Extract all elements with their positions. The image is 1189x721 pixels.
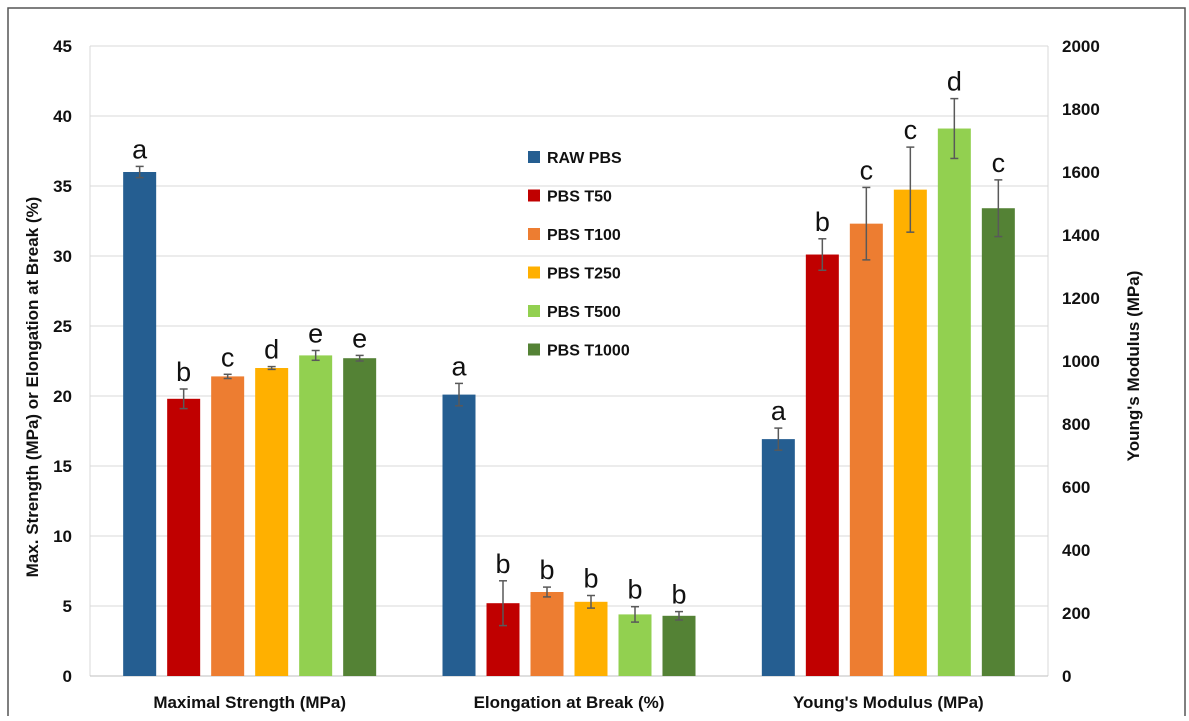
bar xyxy=(849,223,883,676)
bar xyxy=(893,189,927,676)
significance-letter: c xyxy=(992,148,1006,178)
significance-letter: b xyxy=(176,357,191,387)
significance-letter: b xyxy=(627,575,642,605)
bar xyxy=(211,376,245,676)
left-tick-label: 10 xyxy=(53,527,72,546)
right-tick-label: 2000 xyxy=(1062,37,1100,56)
legend: RAW PBS PBS T50 PBS T100 PBS T250 PBS T500 PB… xyxy=(528,150,630,360)
bar xyxy=(574,601,608,676)
left-tick-label: 25 xyxy=(53,317,72,336)
gridlines xyxy=(89,45,1049,677)
left-axis-title: Max. Strength (MPa) or Elongation at Bre… xyxy=(23,197,42,578)
right-tick-label: 1600 xyxy=(1062,163,1100,182)
right-tick-label: 1200 xyxy=(1062,289,1100,308)
bar xyxy=(662,615,696,676)
right-tick-label: 0 xyxy=(1062,667,1071,686)
significance-letter: b xyxy=(815,207,830,237)
significance-letter: d xyxy=(947,67,962,97)
significance-letter: b xyxy=(671,580,686,610)
legend-swatch xyxy=(528,343,540,356)
legend-swatch xyxy=(528,228,540,240)
left-tick-label: 15 xyxy=(53,457,72,476)
left-tick-label: 5 xyxy=(63,597,72,616)
bar xyxy=(530,592,564,676)
legend-label: PBS T100 xyxy=(547,227,621,244)
left-tick-label: 20 xyxy=(53,387,72,406)
significance-letter: a xyxy=(132,134,148,164)
bar xyxy=(761,439,795,676)
right-tick-label: 1000 xyxy=(1062,352,1100,371)
legend-label: PBS T500 xyxy=(547,304,621,321)
left-tick-label: 45 xyxy=(53,37,72,56)
significance-letter: d xyxy=(264,335,279,365)
bar xyxy=(618,614,652,676)
significance-letter: e xyxy=(352,323,367,353)
right-tick-label: 600 xyxy=(1062,478,1090,497)
significance-letter: c xyxy=(904,115,918,145)
bar xyxy=(343,358,377,676)
legend-label: RAW PBS xyxy=(547,150,622,167)
legend-swatch xyxy=(528,305,540,317)
significance-letter: c xyxy=(221,342,235,372)
category-label: Young's Modulus (MPa) xyxy=(793,693,984,712)
right-axis-title: Young's Modulus (MPa) xyxy=(1124,271,1143,462)
legend-swatch xyxy=(528,266,540,279)
legend-label: PBS T250 xyxy=(547,266,621,283)
right-tick-label: 400 xyxy=(1062,541,1090,560)
bar xyxy=(299,355,333,676)
category-label: Maximal Strength (MPa) xyxy=(153,693,346,712)
bar xyxy=(805,254,839,676)
significance-letter: a xyxy=(451,351,467,381)
significance-letter: e xyxy=(308,319,323,349)
bar xyxy=(442,394,476,676)
bar xyxy=(123,172,157,676)
left-tick-label: 40 xyxy=(53,107,72,126)
bar xyxy=(981,208,1015,676)
legend-swatch xyxy=(528,151,540,163)
significance-letter: b xyxy=(539,555,554,585)
bar xyxy=(937,128,971,676)
right-tick-label: 200 xyxy=(1062,604,1090,623)
significance-letter: b xyxy=(583,564,598,594)
right-tick-label: 1400 xyxy=(1062,226,1100,245)
left-tick-label: 30 xyxy=(53,247,72,266)
legend-label: PBS T50 xyxy=(547,189,612,206)
axis-ticks: 0 5 10 15 20 25 30 35 40 45 0 200 400 600 800 1000 1200 1… xyxy=(53,37,1100,712)
bar xyxy=(255,368,289,676)
legend-label: PBS T1000 xyxy=(547,343,630,360)
legend-swatch xyxy=(528,189,540,202)
category-label: Elongation at Break (%) xyxy=(474,693,665,712)
right-tick-label: 1800 xyxy=(1062,100,1100,119)
bar xyxy=(167,398,201,676)
right-tick-label: 800 xyxy=(1062,415,1090,434)
left-tick-label: 35 xyxy=(53,177,72,196)
left-tick-label: 0 xyxy=(63,667,72,686)
significance-letter: b xyxy=(495,549,510,579)
significance-letter: a xyxy=(771,396,787,426)
significance-letter: c xyxy=(860,155,874,185)
